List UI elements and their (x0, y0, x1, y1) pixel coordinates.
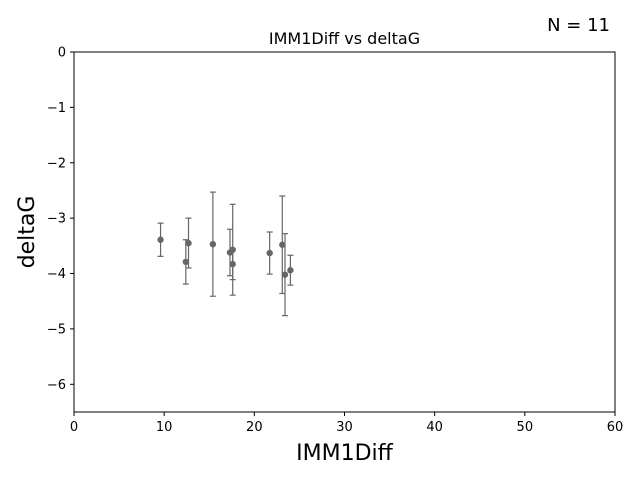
point-marker (266, 249, 273, 257)
x-tick-label: 10 (156, 420, 173, 435)
y-tick-label: −6 (47, 378, 66, 393)
data-point (182, 239, 190, 285)
point-marker (185, 239, 192, 247)
data-point (185, 217, 192, 269)
y-tick-label: −1 (47, 101, 66, 116)
data-series (157, 191, 294, 317)
x-tick-label: 0 (70, 420, 78, 435)
y-tick-label: −4 (47, 267, 66, 282)
data-point (229, 248, 236, 281)
x-axis-title: IMM1Diff (296, 441, 394, 466)
data-point (281, 233, 289, 317)
y-tick-label: 0 (58, 46, 66, 61)
point-marker (229, 260, 236, 268)
data-point (209, 191, 217, 297)
data-point (157, 222, 164, 257)
data-point (279, 195, 286, 295)
data-point (287, 254, 294, 286)
x-tick-label: 50 (517, 420, 534, 435)
point-marker (287, 267, 294, 274)
point-marker (281, 271, 289, 278)
sample-size-label: N = 11 (547, 15, 610, 36)
point-marker (157, 236, 164, 243)
chart-title: IMM1Diff vs deltaG (269, 29, 420, 48)
x-tick-label: 40 (426, 420, 443, 435)
x-tick-label: 30 (336, 420, 353, 435)
y-tick-label: −5 (47, 322, 66, 337)
point-marker (279, 241, 286, 248)
y-axis: 0 −1 −2 −3 −4 −5 −6 (47, 46, 74, 393)
point-marker (209, 240, 217, 248)
point-marker (182, 258, 190, 266)
y-tick-label: −2 (47, 156, 66, 171)
plot-area (73, 51, 616, 413)
y-axis-title: deltaG (15, 196, 40, 269)
data-point (266, 231, 273, 275)
x-tick-label: 60 (607, 420, 624, 435)
x-tick-label: 20 (246, 420, 263, 435)
x-axis: 0 10 20 30 40 50 60 (70, 412, 623, 435)
y-tick-label: −3 (47, 212, 66, 227)
